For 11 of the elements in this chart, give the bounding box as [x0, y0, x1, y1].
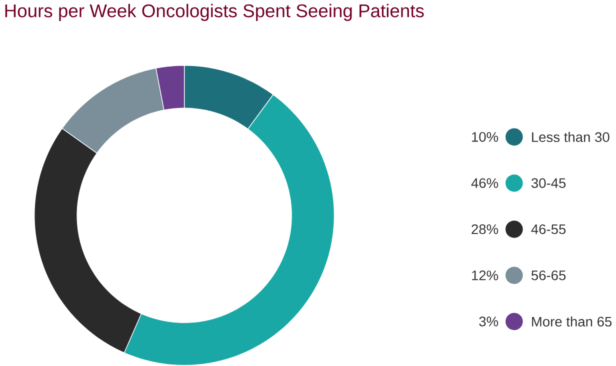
legend-label: 46-55	[531, 224, 566, 234]
data-label: 46%	[471, 178, 498, 188]
data-label: 12%	[472, 270, 498, 280]
legend-label: Less than 30	[532, 132, 610, 142]
data-label: 3%	[479, 316, 498, 327]
legend-label: More than 65	[532, 316, 612, 327]
legend-label: 30-45	[531, 178, 566, 188]
data-label: 10%	[472, 132, 498, 142]
chart-title: Hours per Week Oncologists Spent Seeing Patients	[5, 4, 424, 22]
legend-label: 56-65	[531, 270, 566, 280]
data-label: 28%	[472, 224, 498, 234]
